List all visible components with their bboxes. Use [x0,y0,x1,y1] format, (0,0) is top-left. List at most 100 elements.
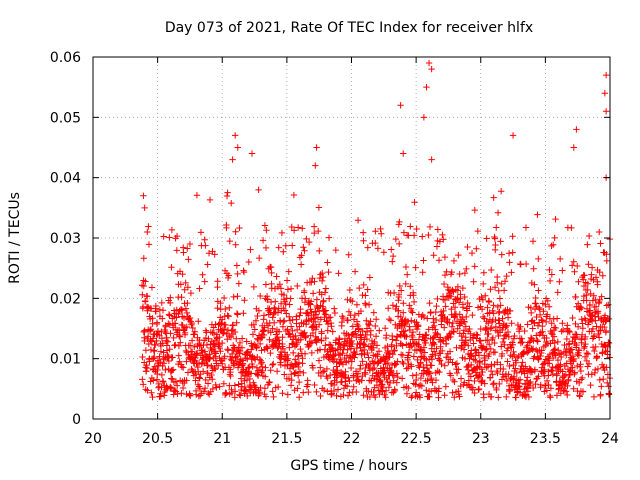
data-point [495,309,503,317]
data-point [262,281,270,288]
data-point [428,362,435,369]
data-point [331,305,338,312]
data-point [552,352,559,359]
data-point [591,347,598,355]
data-point [156,306,164,313]
data-point [204,361,211,369]
data-point [261,324,268,331]
data-point [288,376,295,384]
data-point [159,339,166,347]
data-point [143,361,150,369]
data-point [493,384,500,392]
data-point [419,233,426,240]
data-point [405,352,412,359]
data-point [446,348,454,355]
data-point [196,375,203,382]
data-point [372,322,379,330]
data-point [399,358,406,366]
data-point [594,308,602,315]
data-point [389,302,397,309]
data-point [240,268,248,276]
data-point [178,294,185,301]
data-point [264,345,271,352]
data-point [440,307,447,315]
data-point [405,349,413,356]
data-point [331,309,339,317]
x-tick-label: 22 [343,431,361,447]
data-point [374,353,381,360]
data-point [315,204,323,211]
data-point [494,209,502,216]
data-point [365,354,372,361]
data-point [178,390,185,397]
y-tick-label: 0.05 [50,110,81,126]
data-point [498,251,505,258]
data-point [231,328,239,336]
data-point [322,285,330,292]
data-point [320,387,328,394]
data-point [372,333,380,340]
data-point [379,384,387,391]
data-point [344,392,352,399]
data-point [241,297,248,304]
data-point [139,353,146,361]
data-point [233,319,240,326]
data-point [250,283,258,291]
data-point [312,308,319,315]
data-point [205,250,213,257]
data-point [415,336,423,343]
data-point [156,353,163,360]
data-point [455,299,463,306]
data-point [573,333,581,341]
data-point [168,226,176,234]
data-point [256,292,264,300]
data-point [282,242,290,249]
data-point [330,387,338,395]
data-point [440,280,448,288]
data-point [573,126,580,133]
data-point [172,341,179,349]
data-point [421,349,429,356]
data-point [498,343,505,350]
data-point [402,263,410,271]
data-point [297,261,305,268]
data-point [506,362,513,370]
data-point [513,369,520,377]
data-point [539,317,546,324]
data-point [296,312,303,319]
data-point [498,280,505,288]
data-point [372,316,380,323]
data-point [262,244,270,252]
data-point [366,274,374,281]
data-point [249,363,256,370]
data-point [447,372,454,379]
data-point [505,250,513,257]
data-point [373,342,381,349]
data-point [559,320,566,327]
data-point [450,328,458,336]
data-point [501,332,509,340]
data-point [551,234,558,242]
data-point [553,315,561,322]
data-point [297,309,304,317]
data-point [362,370,369,378]
data-point [322,334,329,342]
data-point [277,361,285,369]
data-point [182,279,189,287]
data-point [269,388,276,395]
data-point [254,312,261,320]
data-point [322,311,330,318]
data-point [544,297,551,305]
data-point [474,227,482,235]
data-point [360,392,367,399]
data-point [497,188,505,195]
data-point [268,269,275,277]
data-point [410,292,417,299]
data-point [592,366,599,374]
data-point [487,345,494,353]
data-point [498,350,506,358]
data-point [531,353,538,360]
data-point [434,330,441,338]
data-point [387,317,395,324]
data-point [270,360,277,368]
